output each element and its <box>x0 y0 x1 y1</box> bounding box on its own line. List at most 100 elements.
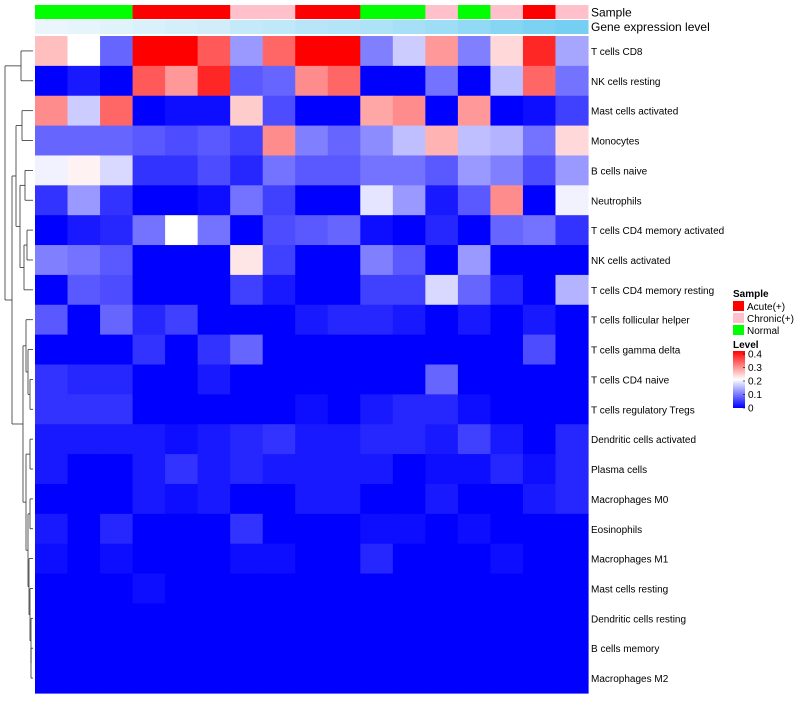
heatmap-cell <box>327 185 361 216</box>
heatmap-cell <box>100 65 134 97</box>
heatmap-cell <box>457 125 492 157</box>
heatmap-cell <box>295 36 329 67</box>
row-label: T cells CD4 naive <box>591 375 670 386</box>
heatmap-cell <box>132 573 166 605</box>
heatmap-cell <box>262 185 296 216</box>
heatmap-cell <box>555 65 589 97</box>
heatmap-cell <box>490 334 524 366</box>
heatmap-cell <box>67 394 101 425</box>
heatmap-cell <box>490 304 524 336</box>
heatmap-cell <box>100 274 134 306</box>
gene-expression-annotation-cell <box>457 20 491 34</box>
heatmap-cell <box>360 125 394 157</box>
heatmap-cell <box>230 424 264 455</box>
heatmap-cell <box>327 155 361 186</box>
heatmap-cell <box>360 65 394 97</box>
row-label: Monocytes <box>591 137 639 148</box>
heatmap-cell <box>197 274 231 306</box>
heatmap-cell <box>392 125 426 157</box>
heatmap-cell <box>360 274 394 306</box>
heatmap-cell <box>392 663 426 694</box>
heatmap-cell <box>165 304 199 336</box>
heatmap-cell <box>457 65 492 97</box>
heatmap-cell <box>295 95 329 127</box>
heatmap-cell <box>490 215 524 246</box>
heatmap-cell <box>67 125 101 157</box>
level-color-bar <box>733 351 745 408</box>
heatmap-cell <box>197 364 231 395</box>
heatmap-cell <box>425 513 459 545</box>
heatmap-cell <box>425 125 459 157</box>
heatmap-cell <box>197 304 231 336</box>
heatmap-cell <box>262 573 296 605</box>
heatmap-cell <box>392 364 426 395</box>
heatmap-cell <box>262 424 296 455</box>
gene-expression-annotation-cell <box>262 20 296 34</box>
heatmap-cell <box>425 364 459 395</box>
heatmap-cell <box>197 95 231 127</box>
heatmap-cell <box>522 573 557 605</box>
row-label: T cells CD4 memory activated <box>591 226 724 237</box>
heatmap-cell <box>392 185 426 216</box>
heatmap-cell <box>490 394 524 425</box>
heatmap-cell <box>132 36 166 67</box>
heatmap-cell <box>555 633 589 664</box>
heatmap-cell <box>35 304 69 336</box>
heatmap-cell <box>262 513 296 545</box>
heatmap-cell <box>392 95 426 127</box>
sample-legend-swatch <box>733 313 744 323</box>
heatmap-cell <box>522 543 557 575</box>
heatmap-cell <box>132 513 166 545</box>
heatmap-cell <box>392 304 426 336</box>
heatmap-cell <box>230 394 264 425</box>
heatmap-cell <box>295 334 329 366</box>
sample-annotation-cell <box>132 5 166 19</box>
heatmap-cell <box>67 65 101 97</box>
heatmap-cell <box>425 215 459 246</box>
heatmap-cell <box>67 185 101 216</box>
heatmap-cell <box>490 424 524 455</box>
heatmap-cell <box>262 95 296 127</box>
heatmap-cell <box>327 573 361 605</box>
heatmap-cell <box>132 274 166 306</box>
heatmap-cell <box>425 36 459 67</box>
gene-expression-annotation-cell <box>132 20 166 34</box>
heatmap-cell <box>360 424 394 455</box>
heatmap-cell <box>555 603 589 634</box>
sample-annotation-cell <box>197 5 231 19</box>
heatmap-cell <box>327 513 361 545</box>
heatmap-cell <box>230 274 264 306</box>
heatmap-cell <box>35 454 69 485</box>
heatmap-cell <box>165 454 199 485</box>
level-tick-label: 0.3 <box>748 363 762 374</box>
heatmap-cell <box>295 215 329 246</box>
heatmap-cell <box>522 424 557 455</box>
heatmap-cell <box>67 155 101 186</box>
heatmap-cell <box>230 304 264 336</box>
heatmap-cell <box>425 633 459 664</box>
heatmap-cell <box>230 603 264 634</box>
heatmap-cell <box>35 394 69 425</box>
heatmap-cell <box>230 125 264 157</box>
heatmap-cell <box>67 245 101 276</box>
sample-legend-swatch <box>733 301 744 311</box>
heatmap-cell <box>165 274 199 306</box>
heatmap-cell <box>100 394 134 425</box>
heatmap-cell <box>165 663 199 694</box>
heatmap-cell <box>327 36 361 67</box>
heatmap-cell <box>522 65 557 97</box>
heatmap-cell <box>35 663 69 694</box>
heatmap-cell <box>392 65 426 97</box>
gene-expression-annotation-cell <box>230 20 264 34</box>
heatmap-cell <box>295 394 329 425</box>
gene-expression-annotation-cell <box>490 20 524 34</box>
heatmap-cell <box>165 513 199 545</box>
heatmap-cell <box>100 155 134 186</box>
row-label: B cells naive <box>591 166 648 177</box>
heatmap-cell <box>197 65 231 97</box>
heatmap-cell <box>230 573 264 605</box>
heatmap-cell <box>100 185 134 216</box>
heatmap-cell <box>425 543 459 575</box>
heatmap-cell <box>457 573 492 605</box>
